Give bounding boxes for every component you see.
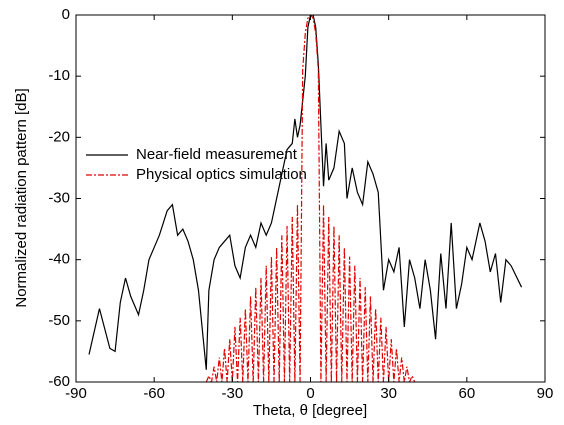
x-tick-label: 30 [380, 385, 397, 402]
x-tick-label: 90 [537, 385, 554, 402]
x-axis-label: Theta, θ [degree] [253, 402, 367, 419]
series-line [205, 15, 416, 382]
y-tick-label: -60 [48, 373, 70, 390]
x-tick-label: -60 [143, 385, 165, 402]
x-tick-label: 0 [306, 385, 314, 402]
y-tick-label: -30 [48, 189, 70, 206]
x-tick-label: 60 [458, 385, 475, 402]
legend-label: Near-field measurement [136, 146, 298, 163]
y-tick-label: -20 [48, 128, 70, 145]
y-tick-label: 0 [62, 6, 70, 23]
plot-area [88, 15, 523, 382]
series-line [88, 15, 523, 370]
legend-label: Physical optics simulation [136, 166, 307, 183]
y-tick-label: -40 [48, 251, 70, 268]
x-tick-label: -90 [65, 385, 87, 402]
y-axis-label: Normalized radiation pattern [dB] [13, 88, 30, 307]
y-tick-label: -10 [48, 67, 70, 84]
x-tick-label: -30 [221, 385, 243, 402]
y-tick-label: -50 [48, 312, 70, 329]
